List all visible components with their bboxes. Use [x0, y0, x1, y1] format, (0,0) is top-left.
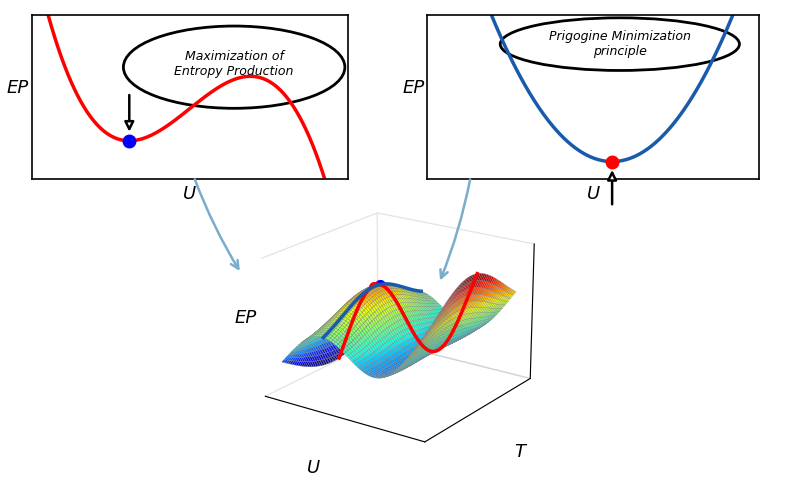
X-axis label: U: U — [184, 184, 196, 203]
Text: Prigogine Minimization
principle: Prigogine Minimization principle — [549, 30, 691, 58]
Y-axis label: T: T — [514, 443, 525, 461]
Y-axis label: EP: EP — [6, 79, 29, 97]
Text: Maximization of
Entropy Production: Maximization of Entropy Production — [175, 50, 293, 78]
X-axis label: U: U — [587, 184, 600, 203]
X-axis label: U: U — [307, 459, 320, 477]
Y-axis label: EP: EP — [402, 79, 425, 97]
Text: EP: EP — [234, 309, 256, 327]
